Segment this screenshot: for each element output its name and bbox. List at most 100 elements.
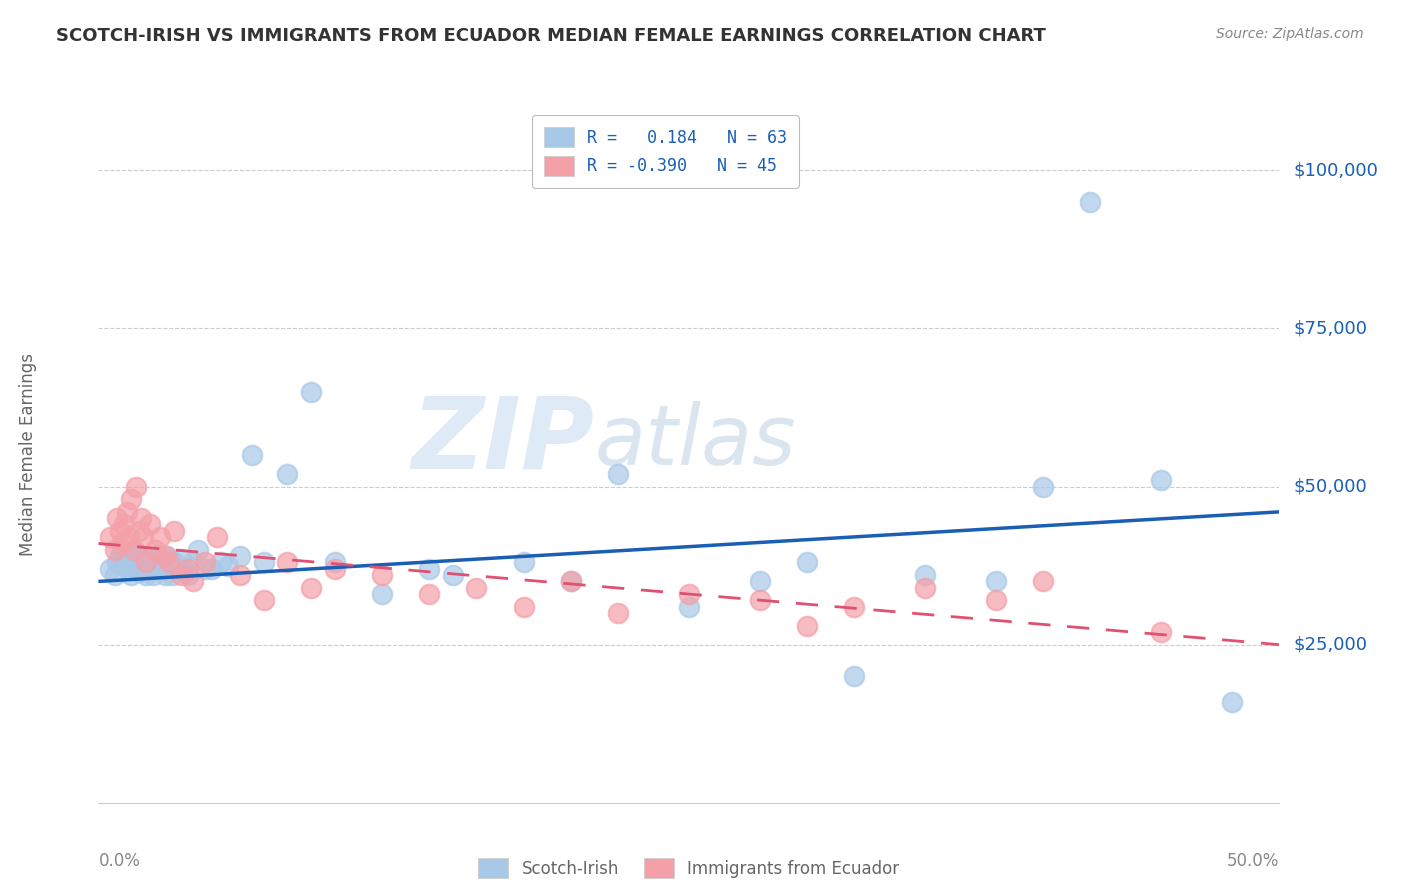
- Point: [748, 574, 770, 589]
- Text: $50,000: $50,000: [1294, 477, 1367, 496]
- Point: [125, 546, 148, 560]
- Point: [104, 542, 127, 557]
- Point: [177, 562, 200, 576]
- Point: [796, 556, 818, 570]
- Point: [607, 606, 630, 620]
- Point: [170, 552, 193, 566]
- Point: [104, 568, 127, 582]
- Point: [181, 556, 204, 570]
- Point: [323, 556, 346, 570]
- Point: [115, 556, 138, 570]
- Point: [108, 549, 131, 563]
- Point: [122, 542, 145, 557]
- Point: [1080, 194, 1102, 209]
- Point: [205, 530, 228, 544]
- Text: SCOTCH-IRISH VS IMMIGRANTS FROM ECUADOR MEDIAN FEMALE EARNINGS CORRELATION CHART: SCOTCH-IRISH VS IMMIGRANTS FROM ECUADOR …: [56, 27, 1046, 45]
- Point: [142, 568, 165, 582]
- Point: [276, 467, 298, 481]
- Text: $75,000: $75,000: [1294, 319, 1368, 337]
- Point: [217, 558, 239, 573]
- Point: [143, 542, 166, 557]
- Text: 0.0%: 0.0%: [98, 852, 141, 870]
- Point: [796, 618, 818, 632]
- Legend: Scotch-Irish, Immigrants from Ecuador: Scotch-Irish, Immigrants from Ecuador: [471, 851, 907, 885]
- Point: [121, 492, 143, 507]
- Point: [163, 556, 186, 570]
- Point: [253, 556, 276, 570]
- Point: [1032, 574, 1054, 589]
- Point: [121, 568, 143, 582]
- Point: [512, 556, 534, 570]
- Point: [560, 574, 582, 589]
- Point: [150, 556, 173, 570]
- Point: [139, 552, 162, 566]
- Point: [172, 562, 194, 576]
- Point: [125, 479, 148, 493]
- Point: [153, 549, 176, 563]
- Point: [157, 558, 180, 573]
- Point: [229, 549, 252, 563]
- Point: [253, 593, 276, 607]
- Point: [201, 562, 224, 576]
- Point: [844, 599, 866, 614]
- Point: [112, 517, 135, 532]
- Point: [156, 549, 179, 563]
- Text: Source: ZipAtlas.com: Source: ZipAtlas.com: [1216, 27, 1364, 41]
- Point: [129, 511, 152, 525]
- Point: [111, 536, 134, 550]
- Point: [240, 448, 263, 462]
- Point: [122, 556, 145, 570]
- Point: [194, 556, 217, 570]
- Text: Median Female Earnings: Median Female Earnings: [18, 353, 37, 557]
- Point: [125, 562, 148, 576]
- Point: [146, 556, 169, 570]
- Point: [678, 587, 700, 601]
- Point: [177, 568, 200, 582]
- Point: [512, 599, 534, 614]
- Point: [139, 562, 162, 576]
- Text: ZIP: ZIP: [412, 392, 595, 490]
- Point: [1150, 473, 1173, 487]
- Point: [1220, 695, 1243, 709]
- Point: [1032, 479, 1054, 493]
- Point: [149, 530, 172, 544]
- Point: [135, 568, 157, 582]
- Point: [323, 562, 346, 576]
- Point: [229, 568, 252, 582]
- Point: [1150, 625, 1173, 640]
- Point: [465, 581, 488, 595]
- Point: [914, 581, 936, 595]
- Point: [371, 587, 394, 601]
- Point: [187, 542, 209, 557]
- Point: [181, 574, 204, 589]
- Point: [118, 530, 141, 544]
- Point: [560, 574, 582, 589]
- Point: [299, 581, 322, 595]
- Text: $100,000: $100,000: [1294, 161, 1378, 179]
- Point: [441, 568, 464, 582]
- Point: [194, 562, 217, 576]
- Point: [914, 568, 936, 582]
- Point: [276, 556, 298, 570]
- Point: [153, 568, 176, 582]
- Point: [105, 511, 128, 525]
- Point: [122, 542, 145, 557]
- Point: [149, 562, 172, 576]
- Point: [170, 568, 193, 582]
- Point: [112, 558, 135, 573]
- Point: [128, 565, 150, 579]
- Point: [132, 562, 155, 576]
- Point: [128, 524, 150, 538]
- Point: [167, 562, 190, 576]
- Point: [418, 587, 440, 601]
- Point: [143, 558, 166, 573]
- Point: [163, 524, 186, 538]
- Point: [136, 549, 159, 563]
- Point: [844, 669, 866, 683]
- Text: 50.0%: 50.0%: [1227, 852, 1279, 870]
- Text: atlas: atlas: [595, 401, 796, 482]
- Point: [98, 530, 121, 544]
- Point: [160, 568, 183, 582]
- Point: [157, 556, 180, 570]
- Point: [607, 467, 630, 481]
